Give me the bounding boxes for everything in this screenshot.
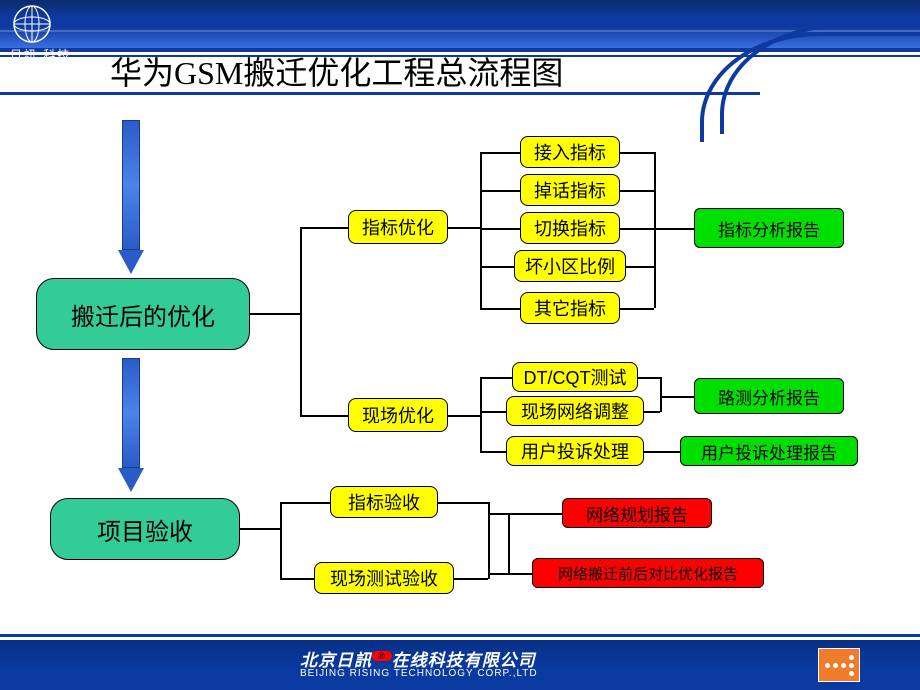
node-main-acceptance: 项目验收 [50, 498, 240, 560]
line [480, 266, 514, 268]
line [448, 415, 480, 417]
line [438, 502, 488, 504]
node-access-metric: 接入指标 [520, 136, 620, 168]
node-dtcqt-test: DT/CQT测试 [512, 362, 638, 392]
line [240, 528, 280, 530]
line [280, 578, 314, 580]
line [480, 411, 506, 413]
line [480, 152, 482, 308]
node-other-metric: 其它指标 [520, 292, 620, 324]
line [300, 227, 302, 415]
node-field-optimize: 现场优化 [348, 398, 448, 432]
line [480, 308, 520, 310]
node-badcell-ratio: 坏小区比例 [514, 250, 626, 282]
line [638, 377, 660, 379]
company-logo: 日訊 科技 Rising Technology [10, 2, 90, 70]
line [280, 502, 282, 578]
line [480, 228, 520, 230]
footer-band: 北京日訊®在线科技有限公司 BEIJING RISING TECHNOLOGY … [0, 640, 920, 690]
slide: 日訊 科技 Rising Technology 华为GSM搬迁优化工程总流程图 … [0, 0, 920, 690]
line [300, 415, 348, 417]
line [654, 152, 656, 308]
node-migration-compare-report: 网络搬迁前后对比优化报告 [532, 558, 764, 588]
line [644, 451, 680, 453]
footer-dots-icon [818, 648, 860, 682]
footer-thin-line [0, 634, 920, 637]
globe-icon [10, 2, 54, 46]
logo-text-cn: 日訊 科技 [10, 46, 90, 63]
line [488, 513, 562, 515]
node-drive-test-report: 路测分析报告 [694, 378, 844, 414]
line [250, 313, 300, 315]
line [660, 377, 662, 412]
node-handover-metric: 切换指标 [520, 212, 620, 244]
line [620, 152, 654, 154]
line [626, 266, 654, 268]
flowchart: 搬迁后的优化 项目验收 指标优化 现场优化 接入指标 掉话指标 切换指标 坏小区… [0, 100, 920, 630]
line [508, 513, 510, 574]
node-drop-metric: 掉话指标 [520, 174, 620, 206]
line [480, 377, 482, 451]
line [488, 573, 532, 575]
header-stripe [0, 30, 920, 32]
node-main-optimization: 搬迁后的优化 [36, 278, 250, 350]
page-title: 华为GSM搬迁优化工程总流程图 [110, 48, 563, 94]
line [480, 190, 520, 192]
line [480, 451, 506, 453]
node-metric-optimize: 指标优化 [348, 210, 448, 244]
line [620, 228, 654, 230]
line [448, 227, 480, 229]
node-field-test-acceptance: 现场测试验收 [314, 562, 454, 594]
arrow-down-2 [118, 358, 144, 492]
line [480, 152, 520, 154]
footer-company-en: BEIJING RISING TECHNOLOGY CORP.,LTD [300, 668, 538, 679]
line [454, 578, 488, 580]
registered-icon: ® [372, 651, 392, 661]
node-metric-analysis-report: 指标分析报告 [694, 208, 844, 248]
node-network-adjust: 现场网络调整 [506, 396, 644, 426]
node-network-plan-report: 网络规划报告 [562, 498, 712, 528]
line [280, 502, 330, 504]
node-user-complaint: 用户投诉处理 [506, 436, 644, 466]
line [480, 377, 512, 379]
line [660, 396, 694, 398]
line [654, 228, 694, 230]
logo-text-en: Rising Technology [10, 63, 90, 70]
title-underline [0, 92, 760, 95]
node-complaint-report: 用户投诉处理报告 [680, 436, 858, 466]
line [620, 308, 654, 310]
arrow-down-1 [118, 120, 144, 274]
line [300, 227, 348, 229]
line [620, 190, 654, 192]
node-metric-acceptance: 指标验收 [330, 486, 438, 518]
line [644, 411, 660, 413]
